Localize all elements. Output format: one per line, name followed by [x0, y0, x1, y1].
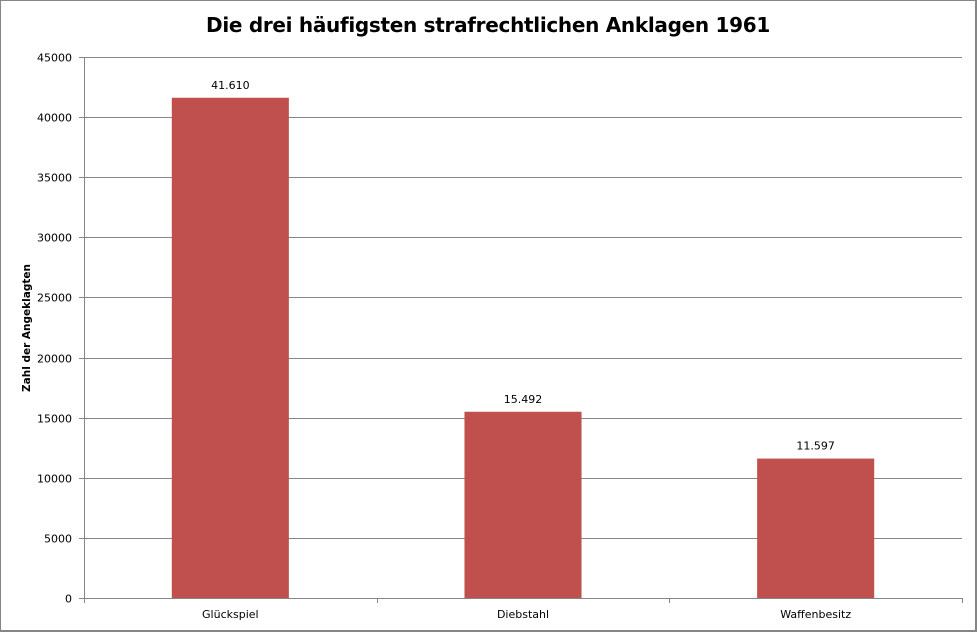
y-tick-label: 0 [65, 593, 72, 606]
y-tick-label: 10000 [37, 473, 72, 486]
y-tick-label: 20000 [37, 353, 72, 366]
data-label: 15.492 [504, 393, 543, 406]
bar-glückspiel [171, 97, 289, 598]
x-tick-label: Waffenbesitz [780, 608, 851, 621]
y-tick-label: 35000 [37, 172, 72, 185]
y-tick-label: 5000 [44, 533, 72, 546]
data-label: 11.597 [796, 440, 835, 453]
y-tick-label: 30000 [37, 232, 72, 245]
y-tick-label: 40000 [37, 112, 72, 125]
bar-diebstahl [464, 411, 582, 598]
y-tick-label: 45000 [37, 52, 72, 65]
y-tick-label: 15000 [37, 413, 72, 426]
x-tick-label: Glückspiel [202, 608, 259, 621]
chart-title: Die drei häufigsten strafrechtlichen Ank… [206, 13, 770, 37]
data-label: 41.610 [211, 79, 250, 92]
x-tick-label: Diebstahl [497, 608, 549, 621]
y-tick-label: 25000 [37, 292, 72, 305]
bar-waffenbesitz [757, 458, 875, 598]
